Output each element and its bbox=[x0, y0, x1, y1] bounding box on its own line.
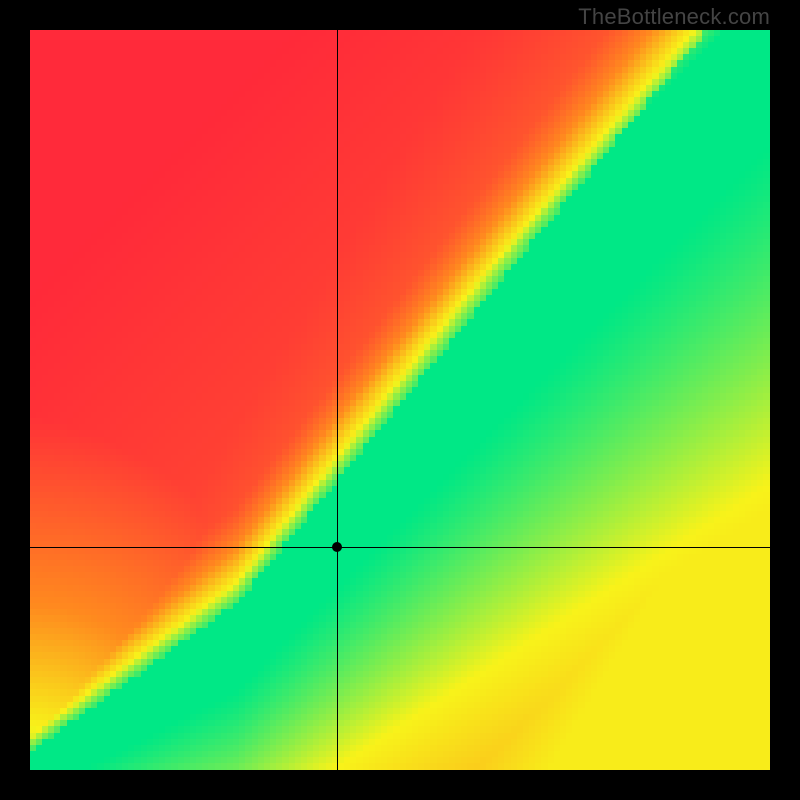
watermark-text: TheBottleneck.com bbox=[578, 4, 770, 30]
heatmap-canvas bbox=[30, 30, 770, 770]
plot-area bbox=[30, 30, 770, 770]
chart-root: TheBottleneck.com bbox=[0, 0, 800, 800]
